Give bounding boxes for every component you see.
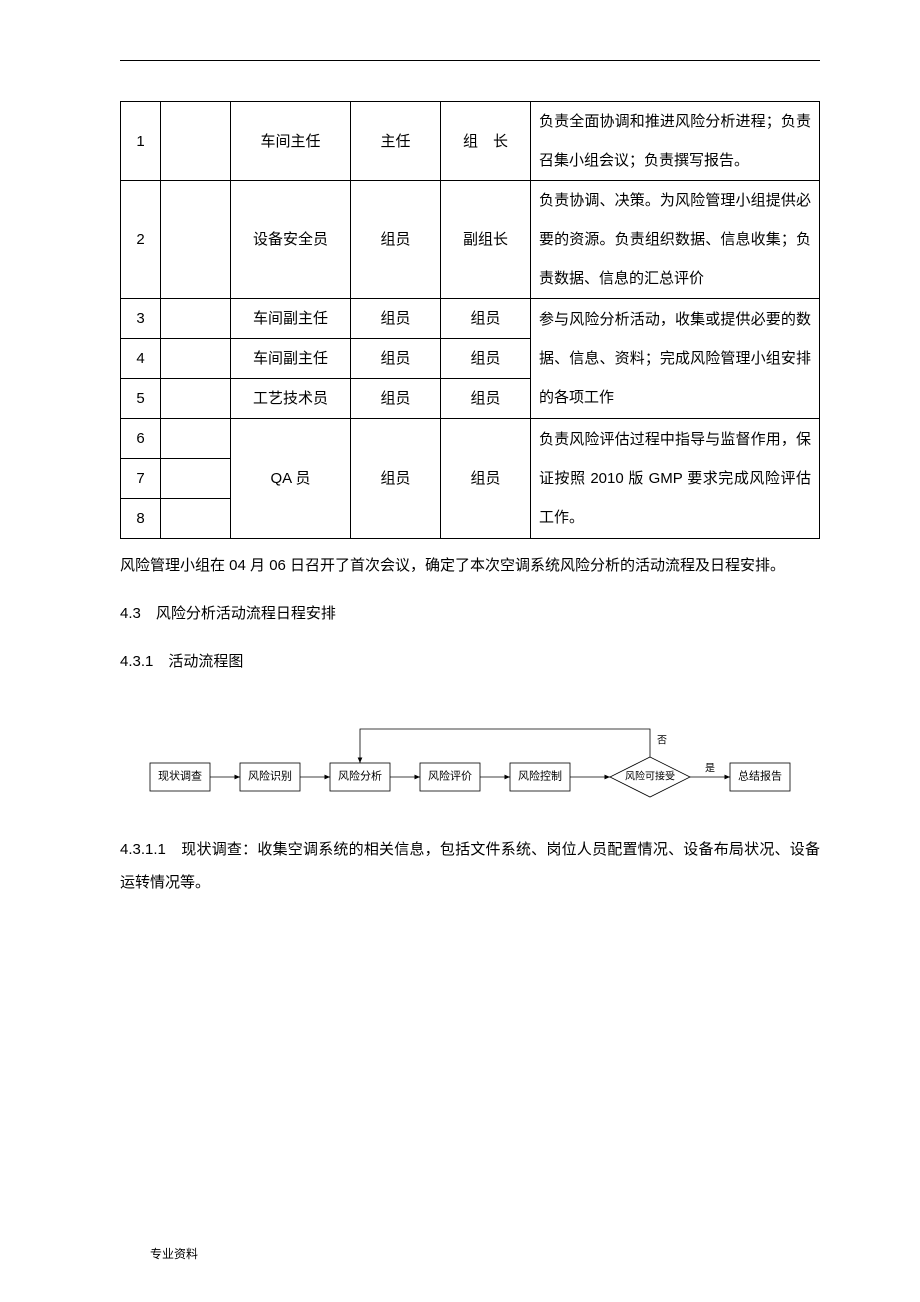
role-cat: 组员 — [351, 379, 441, 419]
role-desc: 负责全面协调和推进风险分析进程；负责召集小组会议；负责撰写报告。 — [531, 102, 820, 181]
role-title: 车间主任 — [231, 102, 351, 181]
role-title: 工艺技术员 — [231, 379, 351, 419]
flowchart: 现状调查 风险识别 风险分析 风险评价 风险控制 风险可接受 总结报告 否是 — [120, 693, 820, 813]
role-pos: 副组长 — [441, 181, 531, 299]
role-desc: 参与风险分析活动，收集或提供必要的数据、信息、资料；完成风险管理小组安排的各项工… — [531, 299, 820, 419]
svg-text:风险控制: 风险控制 — [518, 769, 562, 783]
role-cat: 组员 — [351, 299, 441, 339]
role-cat: 组员 — [351, 339, 441, 379]
row-number: 6 — [121, 419, 161, 459]
role-desc: 负责协调、决策。为风险管理小组提供必要的资源。负责组织数据、信息收集；负责数据、… — [531, 181, 820, 299]
svg-text:总结报告: 总结报告 — [738, 769, 782, 783]
role-pos: 组员 — [441, 339, 531, 379]
header-rule — [120, 60, 820, 61]
row-blank — [161, 379, 231, 419]
row-blank — [161, 299, 231, 339]
para-after-table: 风险管理小组在 04 月 06 日召开了首次会议，确定了本次空调系统风险分析的活… — [120, 549, 820, 582]
heading-4-3: 4.3 风险分析活动流程日程安排 — [120, 597, 820, 630]
role-cat: 组员 — [351, 419, 441, 539]
role-pos: 组 长 — [441, 102, 531, 181]
row-blank — [161, 102, 231, 181]
row-number: 3 — [121, 299, 161, 339]
svg-text:否: 否 — [657, 734, 667, 746]
svg-text:风险识别: 风险识别 — [248, 769, 292, 783]
role-title: 设备安全员 — [231, 181, 351, 299]
role-pos: 组员 — [441, 299, 531, 339]
role-desc: 负责风险评估过程中指导与监督作用，保证按照 2010 版 GMP 要求完成风险评… — [531, 419, 820, 539]
role-pos: 组员 — [441, 379, 531, 419]
row-number: 1 — [121, 102, 161, 181]
row-number: 5 — [121, 379, 161, 419]
svg-text:风险评价: 风险评价 — [428, 769, 472, 783]
row-number: 4 — [121, 339, 161, 379]
heading-4-3-1: 4.3.1 活动流程图 — [120, 645, 820, 678]
role-pos: 组员 — [441, 419, 531, 539]
svg-text:现状调查: 现状调查 — [158, 769, 202, 783]
svg-text:是: 是 — [705, 762, 715, 774]
role-title: 车间副主任 — [231, 299, 351, 339]
footer-text: 专业资料 — [150, 1245, 198, 1262]
row-blank — [161, 459, 231, 499]
svg-text:风险可接受: 风险可接受 — [625, 769, 675, 782]
row-number: 7 — [121, 459, 161, 499]
row-number: 8 — [121, 499, 161, 539]
team-table: 1 车间主任主任组 长负责全面协调和推进风险分析进程；负责召集小组会议；负责撰写报… — [120, 101, 820, 539]
role-title: 车间副主任 — [231, 339, 351, 379]
role-title: QA 员 — [231, 419, 351, 539]
svg-text:风险分析: 风险分析 — [338, 769, 382, 783]
row-blank — [161, 339, 231, 379]
para-4-3-1-1: 4.3.1.1 现状调查：收集空调系统的相关信息，包括文件系统、岗位人员配置情况… — [120, 833, 820, 899]
row-blank — [161, 419, 231, 459]
role-cat: 主任 — [351, 102, 441, 181]
role-cat: 组员 — [351, 181, 441, 299]
row-blank — [161, 181, 231, 299]
row-number: 2 — [121, 181, 161, 299]
row-blank — [161, 499, 231, 539]
